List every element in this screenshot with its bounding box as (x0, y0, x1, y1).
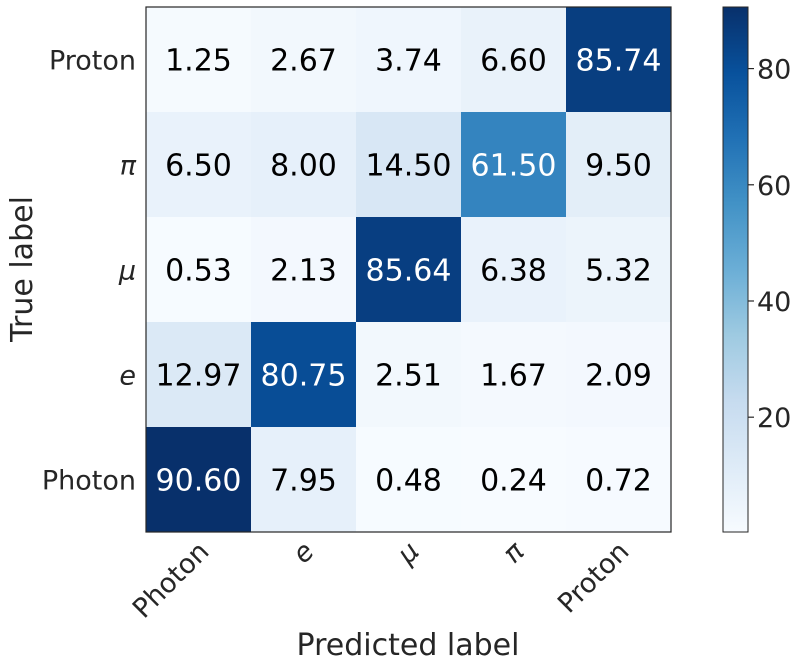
cell-value-label: 85.74 (576, 44, 662, 79)
plot-frame (145, 6, 672, 533)
cell-value-label: 6.60 (480, 44, 547, 79)
cell-value-label: 1.67 (480, 359, 547, 394)
y-tick-label: Proton (49, 46, 136, 77)
cell-value-label: 0.53 (165, 254, 232, 289)
cell-value-label: 80.75 (261, 359, 347, 394)
heatmap-cell-3-2 (356, 322, 461, 427)
heatmap-cell-1-2 (356, 112, 461, 217)
cell-value-label: 0.24 (480, 464, 547, 499)
heatmap-cell-2-4 (566, 217, 671, 322)
heatmap-cell-1-3 (461, 112, 566, 217)
cell-value-label: 61.50 (471, 149, 557, 184)
cell-value-label: 2.13 (270, 254, 337, 289)
heatmap-cell-3-1 (251, 322, 356, 427)
cell-value-label: 90.60 (156, 464, 242, 499)
heatmap-cell-0-4 (566, 7, 671, 112)
x-tick-labels: Photon e μ π Proton (127, 536, 635, 625)
colorbar-ticks: 20 40 60 80 (748, 55, 791, 434)
heatmap-cell-0-2 (356, 7, 461, 112)
cell-value-label: 7.95 (270, 464, 337, 499)
y-tick-label: e (119, 361, 136, 392)
x-tick-label: μ (391, 536, 426, 571)
y-tick-label: μ (118, 256, 136, 287)
heatmap-cell-2-0 (146, 217, 251, 322)
cell-value-label: 6.50 (165, 149, 232, 184)
heatmap-cell-1-0 (146, 112, 251, 217)
heatmap-cell-0-0 (146, 7, 251, 112)
y-axis-title: True label (5, 196, 40, 343)
colorbar-tick-label: 60 (757, 171, 791, 202)
heatmap-cell-1-1 (251, 112, 356, 217)
cell-value-label: 3.74 (375, 44, 442, 79)
x-axis-title: Predicted label (297, 628, 520, 663)
heatmap-cell-3-0 (146, 322, 251, 427)
cell-value-label: 12.97 (156, 359, 242, 394)
cell-value-label: 8.00 (270, 149, 337, 184)
x-tick-label: e (287, 536, 321, 570)
heatmap-cell-4-0 (146, 427, 251, 532)
x-tick-label: π (497, 536, 531, 570)
cell-value-label: 6.38 (480, 254, 547, 289)
heatmap-cell-3-4 (566, 322, 671, 427)
heatmap-cell-2-2 (356, 217, 461, 322)
x-tick-label: Photon (127, 536, 215, 624)
colorbar-tick-label: 80 (757, 55, 791, 86)
heatmap-cell-3-3 (461, 322, 566, 427)
y-tick-labels: Proton π μ e Photon (42, 46, 137, 497)
cell-value-label: 2.51 (375, 359, 442, 394)
colorbar-tick-label: 20 (757, 403, 791, 434)
heatmap-cells: 1.25 2.67 3.74 6.60 85.74 6.50 8.00 14.50 61.50 9… (146, 7, 671, 532)
cell-value-label: 2.09 (585, 359, 652, 394)
heatmap-cell-0-3 (461, 7, 566, 112)
cell-value-label: 85.64 (366, 254, 452, 289)
heatmap-cell-1-4 (566, 112, 671, 217)
cell-value-label: 2.67 (270, 44, 337, 79)
heatmap-cell-2-3 (461, 217, 566, 322)
cell-value-label: 0.48 (375, 464, 442, 499)
cell-value-label: 14.50 (366, 149, 452, 184)
heatmap-cell-4-2 (356, 427, 461, 532)
colorbar-tick-label: 40 (757, 287, 791, 318)
y-tick-label: π (120, 151, 137, 182)
cell-value-label: 1.25 (165, 44, 232, 79)
cell-value-label: 5.32 (585, 254, 652, 289)
cell-value-label: 9.50 (585, 149, 652, 184)
heatmap-cell-2-1 (251, 217, 356, 322)
heatmap-cell-4-3 (461, 427, 566, 532)
x-tick-label: Proton (552, 536, 635, 619)
heatmap-cell-4-1 (251, 427, 356, 532)
heatmap-cell-4-4 (566, 427, 671, 532)
cell-value-label: 0.72 (585, 464, 652, 499)
heatmap-cell-0-1 (251, 7, 356, 112)
colorbar (722, 6, 749, 533)
y-tick-label: Photon (42, 466, 136, 497)
